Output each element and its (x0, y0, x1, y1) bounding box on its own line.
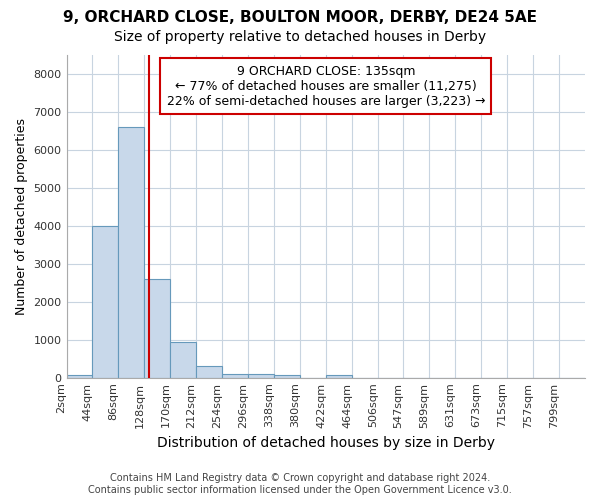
Bar (145, 279, 170, 378)
Y-axis label: Number of detached properties: Number of detached properties (15, 118, 28, 315)
Bar (170, 342, 196, 378)
Bar (274, 375, 300, 378)
Text: 9, ORCHARD CLOSE, BOULTON MOOR, DERBY, DE24 5AE: 9, ORCHARD CLOSE, BOULTON MOOR, DERBY, D… (63, 10, 537, 25)
Bar (248, 374, 274, 378)
Bar (326, 375, 352, 378)
Bar (196, 366, 222, 378)
Bar (67, 375, 92, 378)
X-axis label: Distribution of detached houses by size in Derby: Distribution of detached houses by size … (157, 436, 495, 450)
Bar (92, 226, 118, 378)
Text: 9 ORCHARD CLOSE: 135sqm
← 77% of detached houses are smaller (11,275)
22% of sem: 9 ORCHARD CLOSE: 135sqm ← 77% of detache… (167, 64, 485, 108)
Bar (118, 127, 145, 378)
Text: Size of property relative to detached houses in Derby: Size of property relative to detached ho… (114, 30, 486, 44)
Text: Contains HM Land Registry data © Crown copyright and database right 2024.
Contai: Contains HM Land Registry data © Crown c… (88, 474, 512, 495)
Bar (222, 374, 248, 378)
